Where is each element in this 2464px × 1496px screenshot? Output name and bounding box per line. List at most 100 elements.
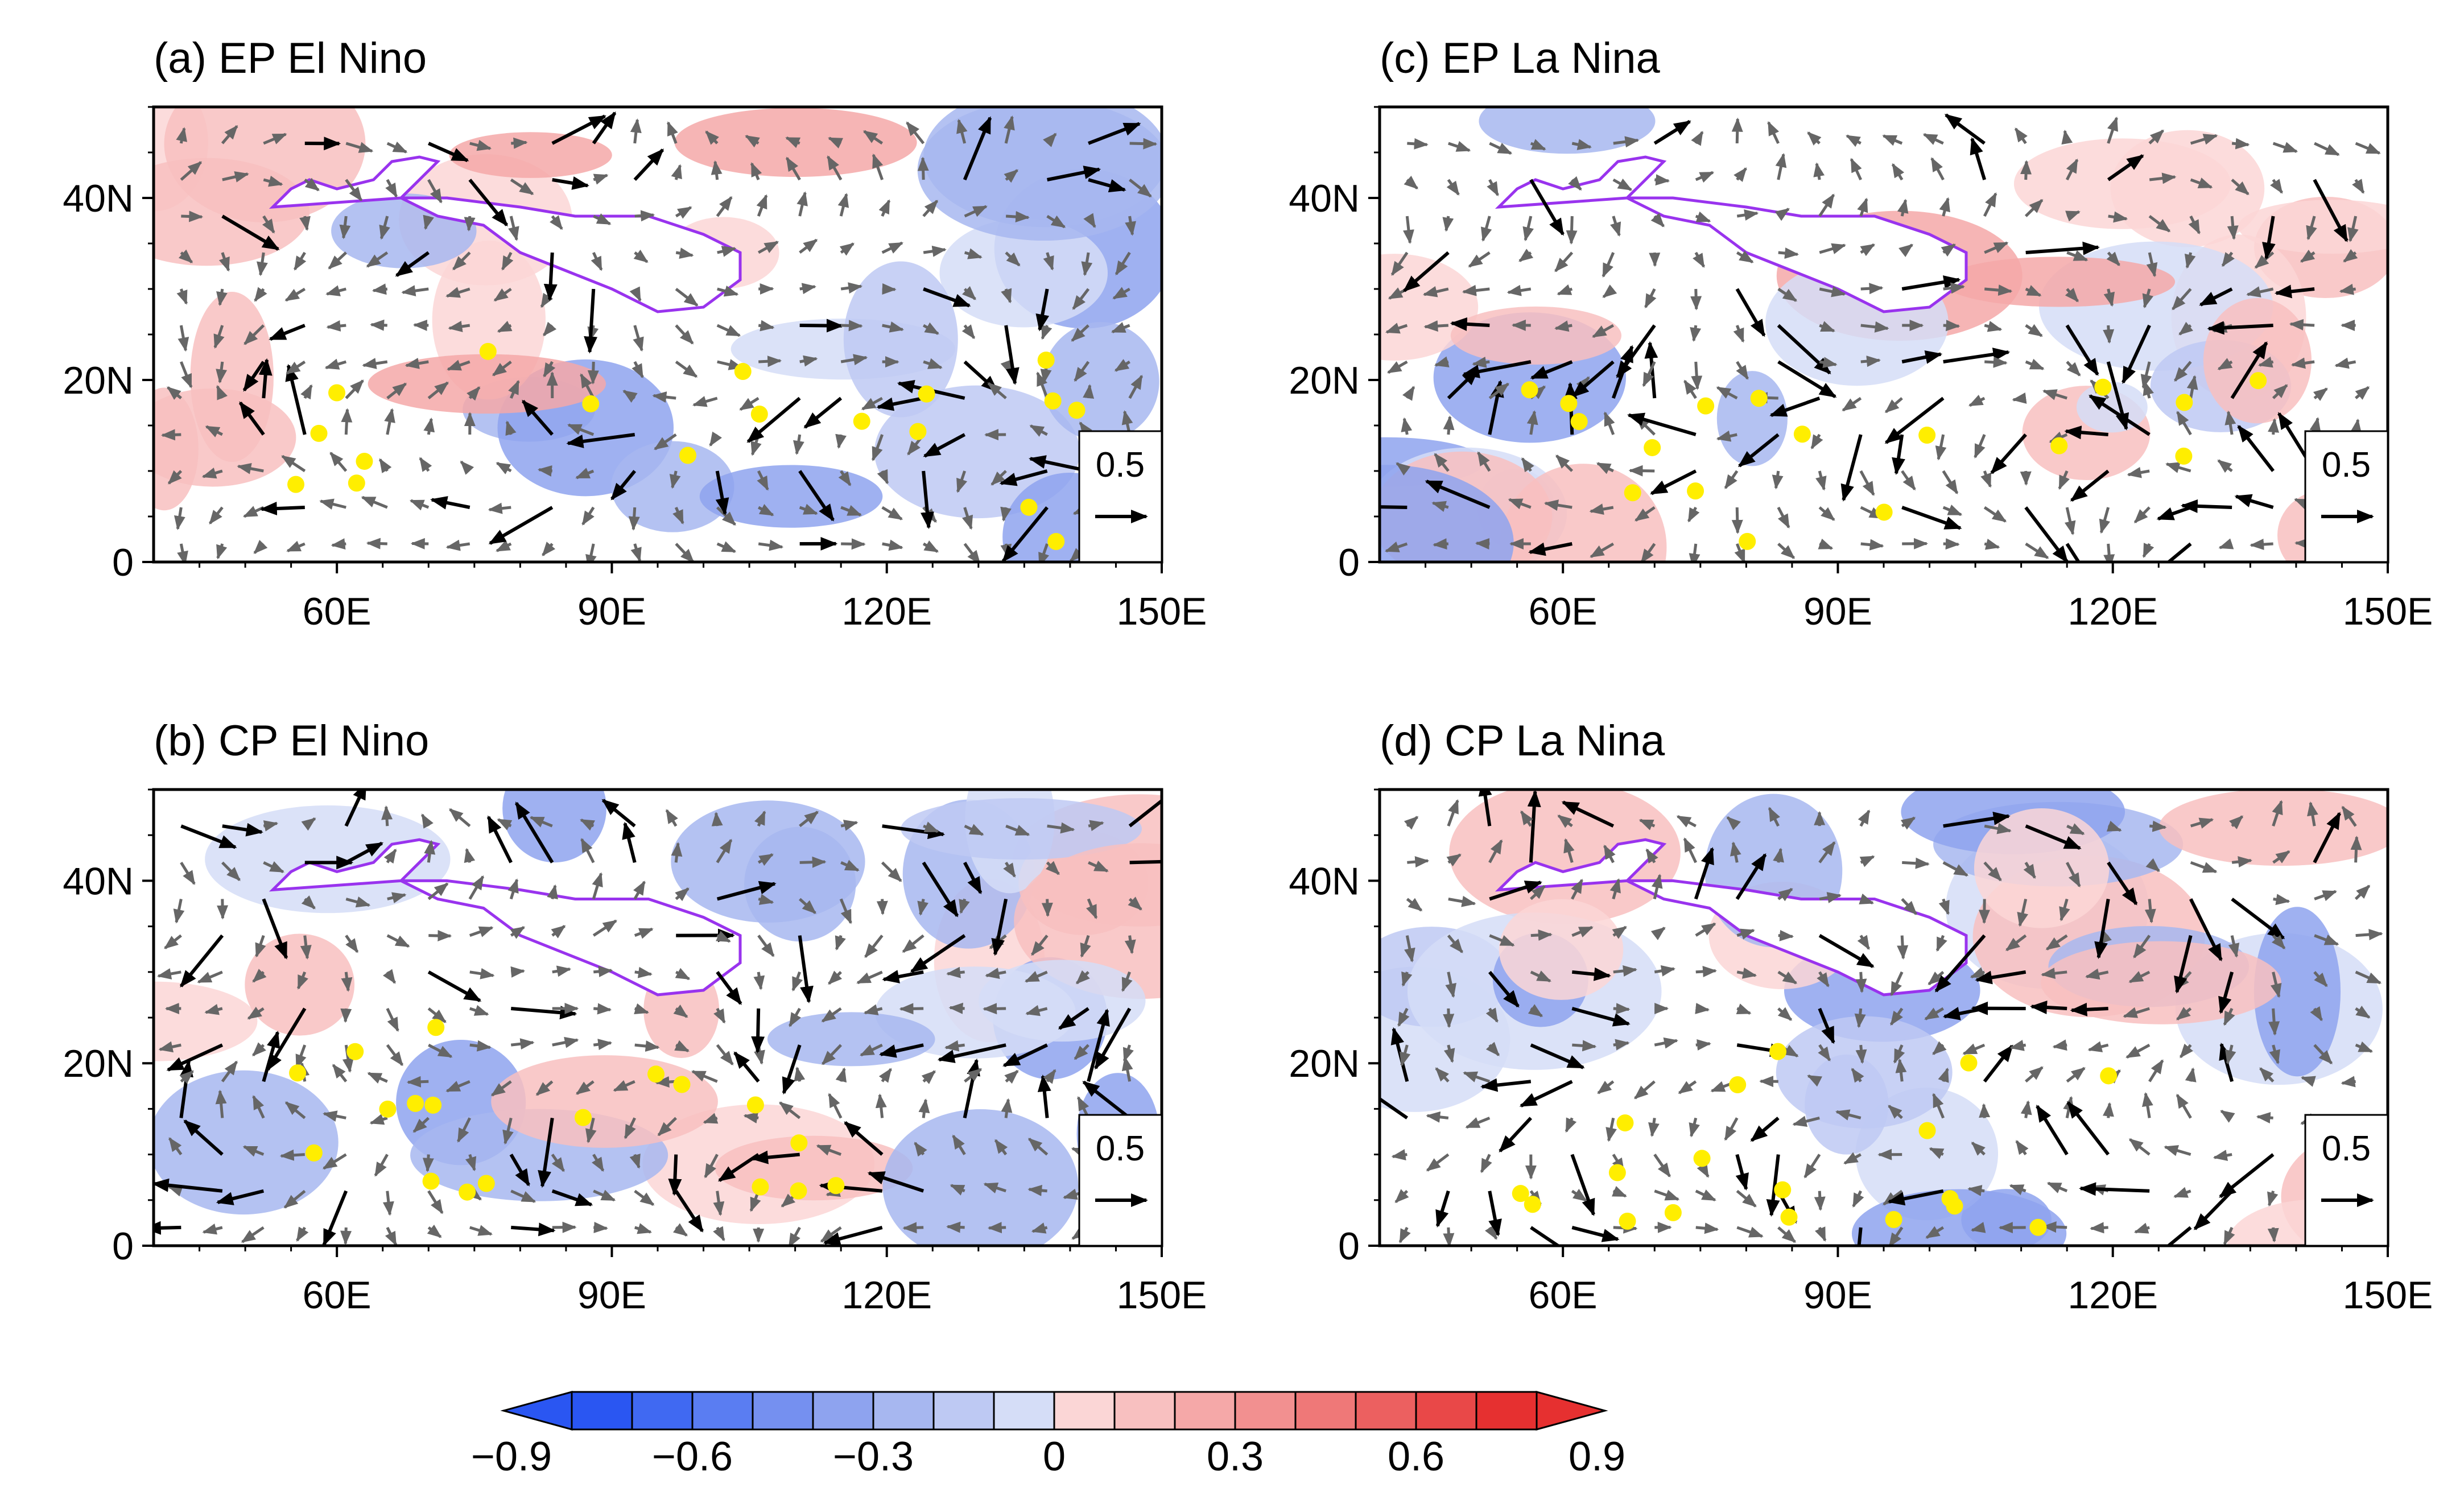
wind-vector	[2218, 538, 2234, 549]
wind-vector	[1384, 542, 1408, 553]
wind-vector	[252, 968, 267, 983]
wind-vector	[167, 470, 183, 485]
wind-vector	[2042, 389, 2067, 400]
anomaly-patch	[1014, 843, 1162, 999]
wind-vector	[715, 470, 729, 515]
wind-vector	[1932, 1093, 1945, 1119]
wind-vector	[221, 1060, 238, 1082]
wind-vector	[2237, 424, 2275, 472]
anomaly-patch	[154, 387, 199, 511]
wind-vector	[2125, 1043, 2151, 1059]
wind-vector	[168, 1137, 183, 1156]
wind-vector	[713, 1007, 726, 1024]
wind-vector	[258, 358, 273, 399]
wind-vector	[1125, 216, 1136, 236]
wind-vector	[591, 1154, 605, 1172]
wind-vector	[2025, 285, 2042, 297]
wind-vector	[1002, 1043, 1048, 1068]
wind-vector	[468, 179, 509, 227]
wind-vector	[668, 1154, 682, 1196]
wind-vector	[2146, 252, 2158, 278]
wind-vector	[593, 1003, 612, 1015]
wind-vector	[1555, 454, 1574, 472]
reference-vector-box	[1078, 1114, 1163, 1247]
wind-vector	[1901, 350, 1943, 364]
wind-vector	[2065, 210, 2081, 222]
significance-dot	[1624, 484, 1641, 502]
colorbar-swatch	[812, 1391, 874, 1431]
colorbar-swatch	[872, 1391, 935, 1431]
wind-vector	[1121, 971, 1133, 993]
wind-vector	[2186, 375, 2198, 399]
wind-vector	[1402, 216, 1414, 245]
wind-vector	[987, 382, 1007, 399]
wind-vector	[1934, 934, 1986, 993]
wind-vector	[1925, 1226, 1945, 1239]
wind-vector	[1507, 284, 1532, 296]
reference-vector-box	[1078, 430, 1163, 563]
wind-vector	[1612, 925, 1627, 939]
anomaly-patch	[154, 981, 258, 1061]
wind-vector	[1004, 115, 1015, 144]
wind-vector	[1735, 853, 1767, 900]
wind-vector	[1689, 543, 1701, 562]
wind-vector	[322, 1190, 348, 1246]
wind-vector	[2078, 1182, 2150, 1196]
significance-dot	[1570, 413, 1588, 431]
wind-vector	[1385, 323, 1408, 334]
wind-vector	[1478, 790, 1492, 826]
wind-vector	[2025, 241, 2100, 255]
wind-vector	[1603, 411, 1615, 435]
wind-vector	[543, 361, 556, 378]
wind-vector	[1407, 138, 1429, 150]
wind-vector	[1818, 193, 1835, 217]
wind-vector	[1735, 288, 1766, 337]
wind-vector	[552, 1036, 579, 1048]
wind-vector	[1962, 1043, 1986, 1055]
colorbar: −0.9 −0.6 −0.3 0 0.3 0.6 0.9	[471, 1391, 1625, 1480]
wind-vector	[2217, 358, 2233, 370]
significance-dot	[574, 1109, 592, 1126]
wind-vector	[624, 1117, 636, 1139]
wind-vector	[1777, 360, 1837, 399]
wind-vector	[514, 801, 554, 863]
y-tick-label: 40N	[1289, 859, 1360, 903]
wind-vector	[1939, 197, 1950, 217]
wind-vector	[2122, 324, 2151, 385]
wind-vector	[2313, 1044, 2333, 1065]
wind-vector	[963, 543, 981, 562]
wind-vectors	[160, 111, 1158, 562]
wind-vector	[382, 1191, 394, 1216]
wind-vector	[1043, 1069, 1056, 1084]
wind-vector	[2164, 1145, 2191, 1156]
wind-vector	[325, 285, 346, 296]
wind-vector	[2272, 800, 2283, 826]
wind-vector	[1930, 157, 1945, 181]
wind-vector	[839, 898, 852, 924]
significance-dot	[1044, 392, 1062, 410]
wind-vector	[1001, 1098, 1013, 1118]
wind-vector	[1423, 320, 1448, 332]
wind-vector	[369, 1114, 388, 1125]
significance-dot	[1524, 1196, 1541, 1213]
significance-dot	[1560, 395, 1578, 412]
wind-vector	[2190, 861, 2218, 873]
wind-vector	[469, 1005, 489, 1016]
wind-vector	[2058, 470, 2070, 490]
wind-vector	[2355, 1005, 2371, 1019]
wind-vector	[1943, 282, 1965, 294]
wind-vector	[1434, 453, 1450, 472]
wind-vector	[341, 972, 353, 992]
wind-vector	[1852, 1190, 1864, 1208]
wind-vector	[221, 861, 241, 881]
wind-vector	[1859, 893, 1875, 904]
wind-vector	[751, 1008, 765, 1054]
wind-vector	[882, 283, 897, 295]
wind-vector	[675, 288, 699, 307]
wind-vector	[1571, 878, 1583, 900]
wind-vector	[253, 540, 268, 554]
wind-vector	[340, 1008, 352, 1023]
wind-vector	[427, 1190, 444, 1214]
wind-vector	[839, 242, 855, 256]
wind-vector	[2030, 1001, 2067, 1014]
